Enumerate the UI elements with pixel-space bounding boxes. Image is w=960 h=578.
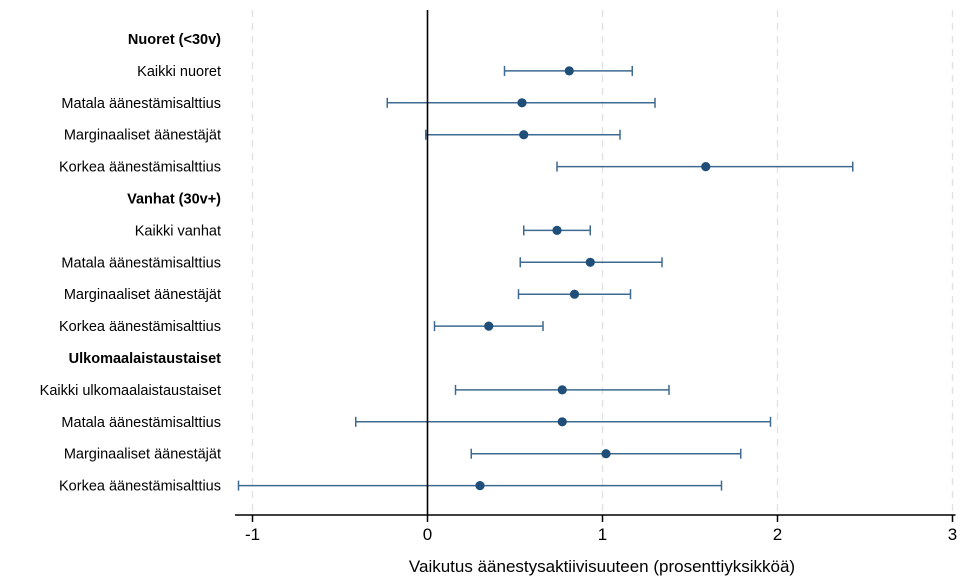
- x-tick-label: 1: [598, 525, 607, 544]
- point-estimate-marker: [552, 225, 562, 235]
- row-label: Korkea äänestämisalttius: [59, 479, 221, 495]
- row-label: Matala äänestämisalttius: [61, 96, 221, 112]
- point-estimates: [475, 66, 711, 491]
- row-label: Korkea äänestämisalttius: [59, 319, 221, 335]
- x-tick-label: -1: [245, 525, 260, 544]
- row-label: Matala äänestämisalttius: [61, 415, 221, 431]
- x-axis-label: Vaikutus äänestysaktiivisuuteen (prosent…: [409, 557, 795, 576]
- row-label: Korkea äänestämisalttius: [59, 160, 221, 176]
- group-heading-label: Ulkomaalaistaustaiset: [69, 351, 221, 367]
- row-label: Kaikki nuoret: [137, 64, 221, 80]
- x-tick-label: 0: [423, 525, 432, 544]
- grid-lines: [251, 10, 954, 515]
- point-estimate-marker: [569, 289, 580, 299]
- x-tick-label: 2: [773, 525, 782, 544]
- row-label: Marginaaliset äänestäjät: [64, 128, 221, 144]
- row-label: Kaikki ulkomaalaistaustaiset: [40, 383, 221, 399]
- x-axis: -1 0 1 2 3: [235, 514, 957, 544]
- point-estimate-marker: [564, 66, 574, 76]
- group-heading-label: Vanhat (30v+): [127, 192, 221, 208]
- point-estimate-marker: [601, 449, 611, 459]
- confidence-intervals: [237, 65, 854, 491]
- point-estimate-marker: [475, 481, 485, 491]
- point-estimate-marker: [517, 98, 527, 108]
- point-estimate-marker: [557, 417, 567, 427]
- row-label: Kaikki vanhat: [135, 223, 221, 239]
- x-tick-label: 3: [948, 525, 957, 544]
- y-axis-labels: Nuoret (<30v) Kaikki nuoret Matala äänestä…: [40, 32, 222, 495]
- row-label: Matala äänestämisalttius: [61, 255, 221, 271]
- point-estimate-marker: [484, 321, 494, 331]
- group-heading-label: Nuoret (<30v): [128, 32, 221, 48]
- point-estimate-marker: [519, 130, 529, 140]
- point-estimate-marker: [701, 162, 711, 172]
- row-label: Marginaaliset äänestäjät: [64, 287, 221, 303]
- point-estimate-marker: [557, 385, 567, 395]
- row-label: Marginaaliset äänestäjät: [64, 447, 221, 463]
- point-estimate-marker: [585, 257, 595, 267]
